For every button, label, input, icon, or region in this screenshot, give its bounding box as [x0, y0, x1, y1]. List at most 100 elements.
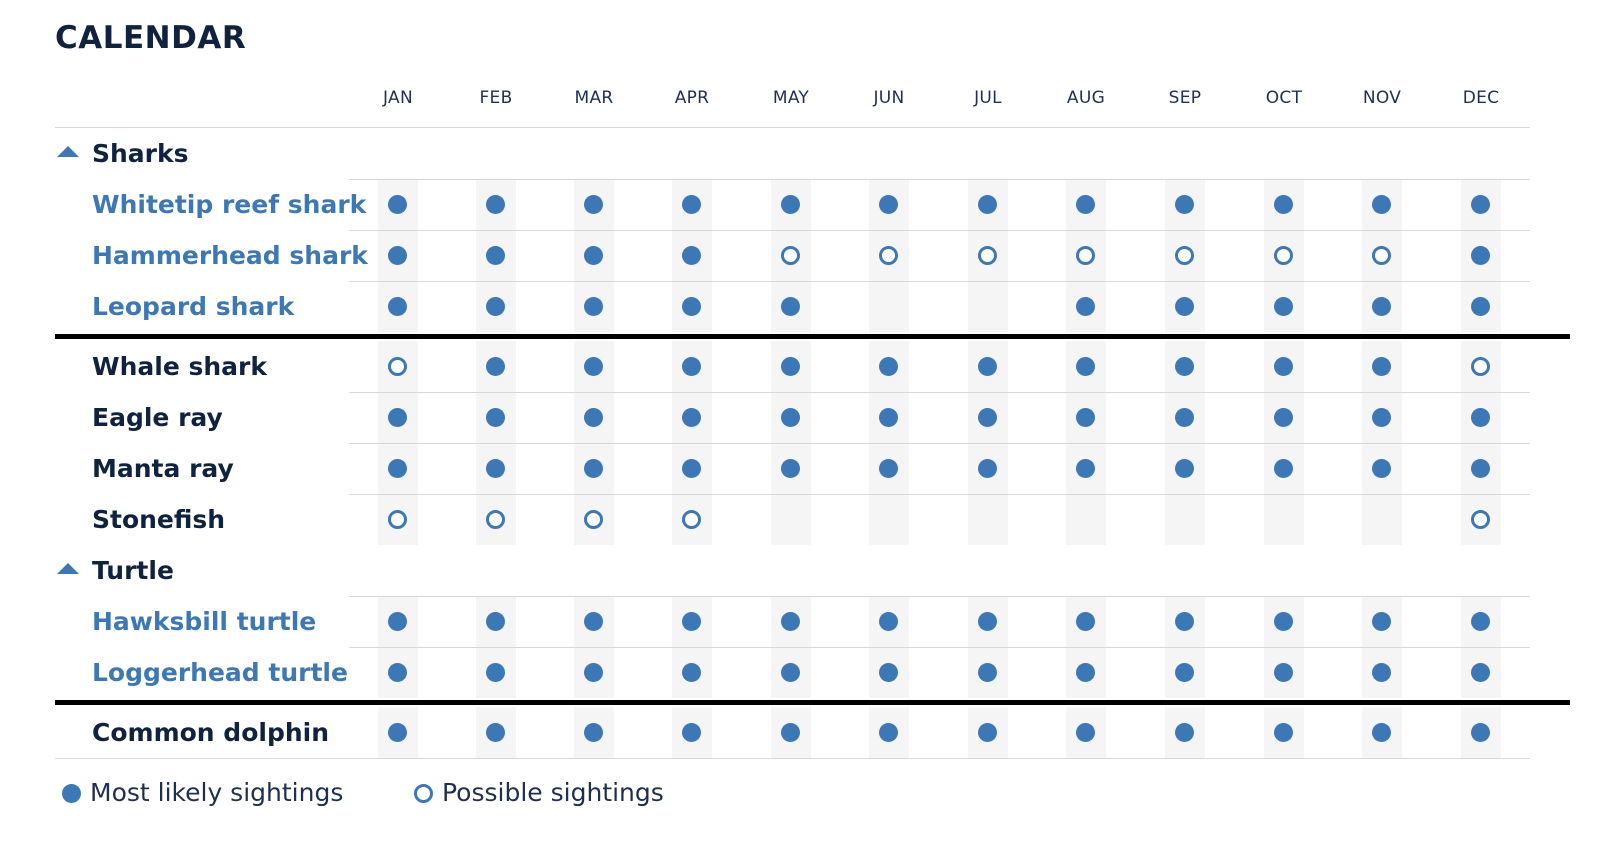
most-likely-dot-icon [1175, 459, 1194, 478]
most-likely-dot-icon [682, 723, 701, 742]
species-row: Eagle ray [0, 392, 1600, 443]
species-row: Whale shark [0, 341, 1600, 392]
most-likely-dot-icon [781, 459, 800, 478]
most-likely-dot-icon [388, 612, 407, 631]
species-link[interactable]: Hammerhead shark [92, 241, 368, 270]
month-header-aug: AUG [1066, 88, 1106, 108]
most-likely-dot-icon [1076, 612, 1095, 631]
most-likely-dot-icon [1175, 195, 1194, 214]
most-likely-dot-icon [388, 459, 407, 478]
most-likely-dot-icon [486, 195, 505, 214]
most-likely-dot-icon [1372, 723, 1391, 742]
most-likely-dot-icon [584, 357, 603, 376]
species-label: Whale shark [92, 352, 267, 381]
most-likely-dot-icon [1372, 357, 1391, 376]
most-likely-dot-icon [1274, 723, 1293, 742]
most-likely-dot-icon [781, 297, 800, 316]
most-likely-dot-icon [1274, 195, 1293, 214]
most-likely-dot-icon [388, 663, 407, 682]
most-likely-dot-icon [978, 663, 997, 682]
most-likely-dot-icon [486, 246, 505, 265]
month-header-dec: DEC [1462, 88, 1500, 108]
most-likely-dot-icon [1274, 408, 1293, 427]
species-row: Stonefish [0, 494, 1600, 545]
most-likely-dot-icon [388, 408, 407, 427]
most-likely-dot-icon [879, 357, 898, 376]
species-row: Whitetip reef shark [0, 179, 1600, 230]
caret-up-icon[interactable] [57, 146, 79, 157]
species-row: Hawksbill turtle [0, 596, 1600, 647]
group-row-turtle: Turtle [0, 545, 1600, 596]
species-link[interactable]: Loggerhead turtle [92, 658, 348, 687]
group-label[interactable]: Sharks [92, 139, 189, 168]
most-likely-dot-icon [682, 195, 701, 214]
most-likely-dot-icon [781, 195, 800, 214]
most-likely-dot-icon [1175, 408, 1194, 427]
most-likely-dot-icon [1175, 297, 1194, 316]
month-header-nov: NOV [1362, 88, 1402, 108]
most-likely-dot-icon [1175, 663, 1194, 682]
most-likely-dot-icon [1471, 246, 1490, 265]
possible-ring-icon [781, 246, 800, 265]
month-header-apr: APR [674, 88, 710, 108]
month-header-sep: SEP [1168, 88, 1202, 108]
most-likely-dot-icon [682, 357, 701, 376]
most-likely-dot-icon [781, 723, 800, 742]
filled-circle-icon [62, 784, 81, 803]
species-label: Common dolphin [92, 718, 329, 747]
most-likely-dot-icon [486, 663, 505, 682]
species-label: Stonefish [92, 505, 226, 534]
possible-ring-icon [978, 246, 997, 265]
possible-ring-icon [1175, 246, 1194, 265]
most-likely-dot-icon [1471, 195, 1490, 214]
group-label[interactable]: Turtle [92, 556, 174, 585]
most-likely-dot-icon [388, 723, 407, 742]
group-row-sharks: Sharks [0, 128, 1600, 179]
possible-ring-icon [1471, 510, 1490, 529]
month-header-jan: JAN [383, 88, 413, 108]
month-header-may: MAY [772, 88, 810, 108]
species-link[interactable]: Whitetip reef shark [92, 190, 367, 219]
month-header-feb: FEB [479, 88, 513, 108]
most-likely-dot-icon [486, 297, 505, 316]
row-separator [349, 647, 1530, 648]
most-likely-dot-icon [978, 408, 997, 427]
most-likely-dot-icon [682, 663, 701, 682]
most-likely-dot-icon [1274, 297, 1293, 316]
most-likely-dot-icon [1471, 459, 1490, 478]
most-likely-dot-icon [781, 357, 800, 376]
row-separator [55, 127, 1530, 128]
most-likely-dot-icon [388, 246, 407, 265]
most-likely-dot-icon [486, 612, 505, 631]
species-link[interactable]: Leopard shark [92, 292, 295, 321]
most-likely-dot-icon [1274, 663, 1293, 682]
row-separator [55, 758, 1530, 759]
species-row: Leopard shark [0, 281, 1600, 332]
section-divider [55, 334, 1570, 339]
row-separator [349, 494, 1530, 495]
most-likely-dot-icon [1175, 723, 1194, 742]
most-likely-dot-icon [1076, 408, 1095, 427]
possible-ring-icon [388, 510, 407, 529]
caret-up-icon[interactable] [57, 563, 79, 574]
most-likely-dot-icon [978, 612, 997, 631]
most-likely-dot-icon [1471, 408, 1490, 427]
most-likely-dot-icon [584, 663, 603, 682]
month-header-jul: JUL [974, 88, 1002, 108]
most-likely-dot-icon [1076, 663, 1095, 682]
species-row: Manta ray [0, 443, 1600, 494]
most-likely-dot-icon [1372, 459, 1391, 478]
most-likely-dot-icon [879, 612, 898, 631]
most-likely-dot-icon [682, 297, 701, 316]
most-likely-dot-icon [486, 408, 505, 427]
most-likely-dot-icon [682, 612, 701, 631]
species-row: Loggerhead turtle [0, 647, 1600, 698]
month-header-row: JAN FEB MAR APR MAY JUN JUL AUG SEP OCT NOV DEC [0, 88, 1600, 116]
most-likely-dot-icon [879, 663, 898, 682]
species-row: Hammerhead shark [0, 230, 1600, 281]
species-link[interactable]: Hawksbill turtle [92, 607, 317, 636]
possible-ring-icon [584, 510, 603, 529]
most-likely-dot-icon [1372, 408, 1391, 427]
most-likely-dot-icon [1372, 663, 1391, 682]
most-likely-dot-icon [978, 357, 997, 376]
